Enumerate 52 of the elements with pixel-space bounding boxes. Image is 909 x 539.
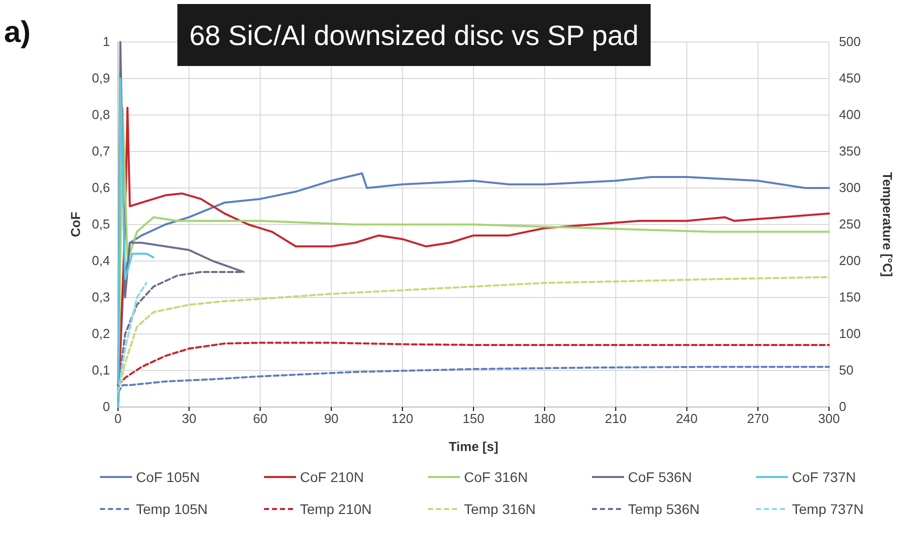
y-tick-label: 0,8 bbox=[92, 107, 110, 122]
y-tick-label: 1 bbox=[102, 34, 110, 50]
x-tick-label: 270 bbox=[747, 411, 769, 426]
y-tick-label: 0,5 bbox=[92, 216, 110, 232]
x-tick-label: 150 bbox=[462, 411, 484, 426]
line-series bbox=[117, 276, 830, 394]
y2-tick-label: 150 bbox=[839, 290, 861, 305]
legend-label: CoF 316N bbox=[464, 469, 528, 485]
y2-tick-label: 200 bbox=[839, 253, 861, 268]
y-tick-label: 0 bbox=[102, 399, 110, 414]
line-series bbox=[117, 366, 830, 394]
line-series bbox=[117, 282, 148, 394]
x-tick-label: 180 bbox=[534, 411, 556, 426]
y2-tick-label: 0 bbox=[839, 399, 846, 414]
legend-label: CoF 737N bbox=[792, 469, 856, 485]
y2-tick-label: 250 bbox=[839, 216, 861, 232]
y2-tick-label: 500 bbox=[839, 34, 861, 50]
y-tick-label: 0,9 bbox=[92, 70, 110, 86]
y-tick-label: 0,2 bbox=[92, 326, 110, 342]
y-tick-label: 0,3 bbox=[92, 290, 110, 305]
x-tick-label: 240 bbox=[676, 411, 698, 426]
y2-tick-label: 300 bbox=[839, 180, 861, 196]
y2-tick-label: 450 bbox=[839, 70, 861, 86]
x-tick-label: 300 bbox=[818, 411, 840, 426]
x-tick-label: 60 bbox=[252, 411, 268, 426]
y-tick-label: 0,7 bbox=[92, 144, 110, 159]
legend-label: Temp 316N bbox=[464, 501, 536, 517]
x-axis-title: Time [s] bbox=[448, 439, 498, 454]
x-tick-label: 0 bbox=[114, 411, 122, 426]
legend-label: Temp 105N bbox=[136, 501, 208, 517]
y-axis-title: CoF bbox=[68, 212, 83, 238]
y-tick-label: 0,4 bbox=[92, 253, 110, 268]
y2-tick-label: 100 bbox=[839, 326, 861, 342]
y-tick-label: 0,6 bbox=[92, 180, 110, 196]
x-tick-label: 120 bbox=[392, 411, 414, 426]
x-tick-label: 210 bbox=[604, 411, 627, 426]
legend-label: Temp 737N bbox=[792, 501, 864, 517]
line-series bbox=[117, 78, 155, 408]
chart-title: 68 SiC/Al downsized disc vs SP pad bbox=[189, 20, 639, 51]
y2-tick-label: 50 bbox=[839, 362, 854, 378]
legend-label: CoF 536N bbox=[628, 469, 692, 485]
y2-tick-label: 400 bbox=[839, 107, 861, 122]
legend-label: CoF 210N bbox=[300, 469, 364, 485]
legend-label: CoF 105N bbox=[136, 469, 200, 485]
legend-label: Temp 536N bbox=[628, 501, 700, 517]
x-tick-label: 30 bbox=[182, 411, 196, 426]
legend-label: Temp 210N bbox=[300, 501, 372, 517]
y2-tick-label: 350 bbox=[839, 144, 861, 159]
y2-axis-title: Temperature [°C] bbox=[880, 172, 895, 277]
y-tick-label: 0,1 bbox=[92, 362, 110, 378]
x-tick-label: 90 bbox=[324, 411, 339, 426]
text: a) bbox=[4, 16, 31, 49]
